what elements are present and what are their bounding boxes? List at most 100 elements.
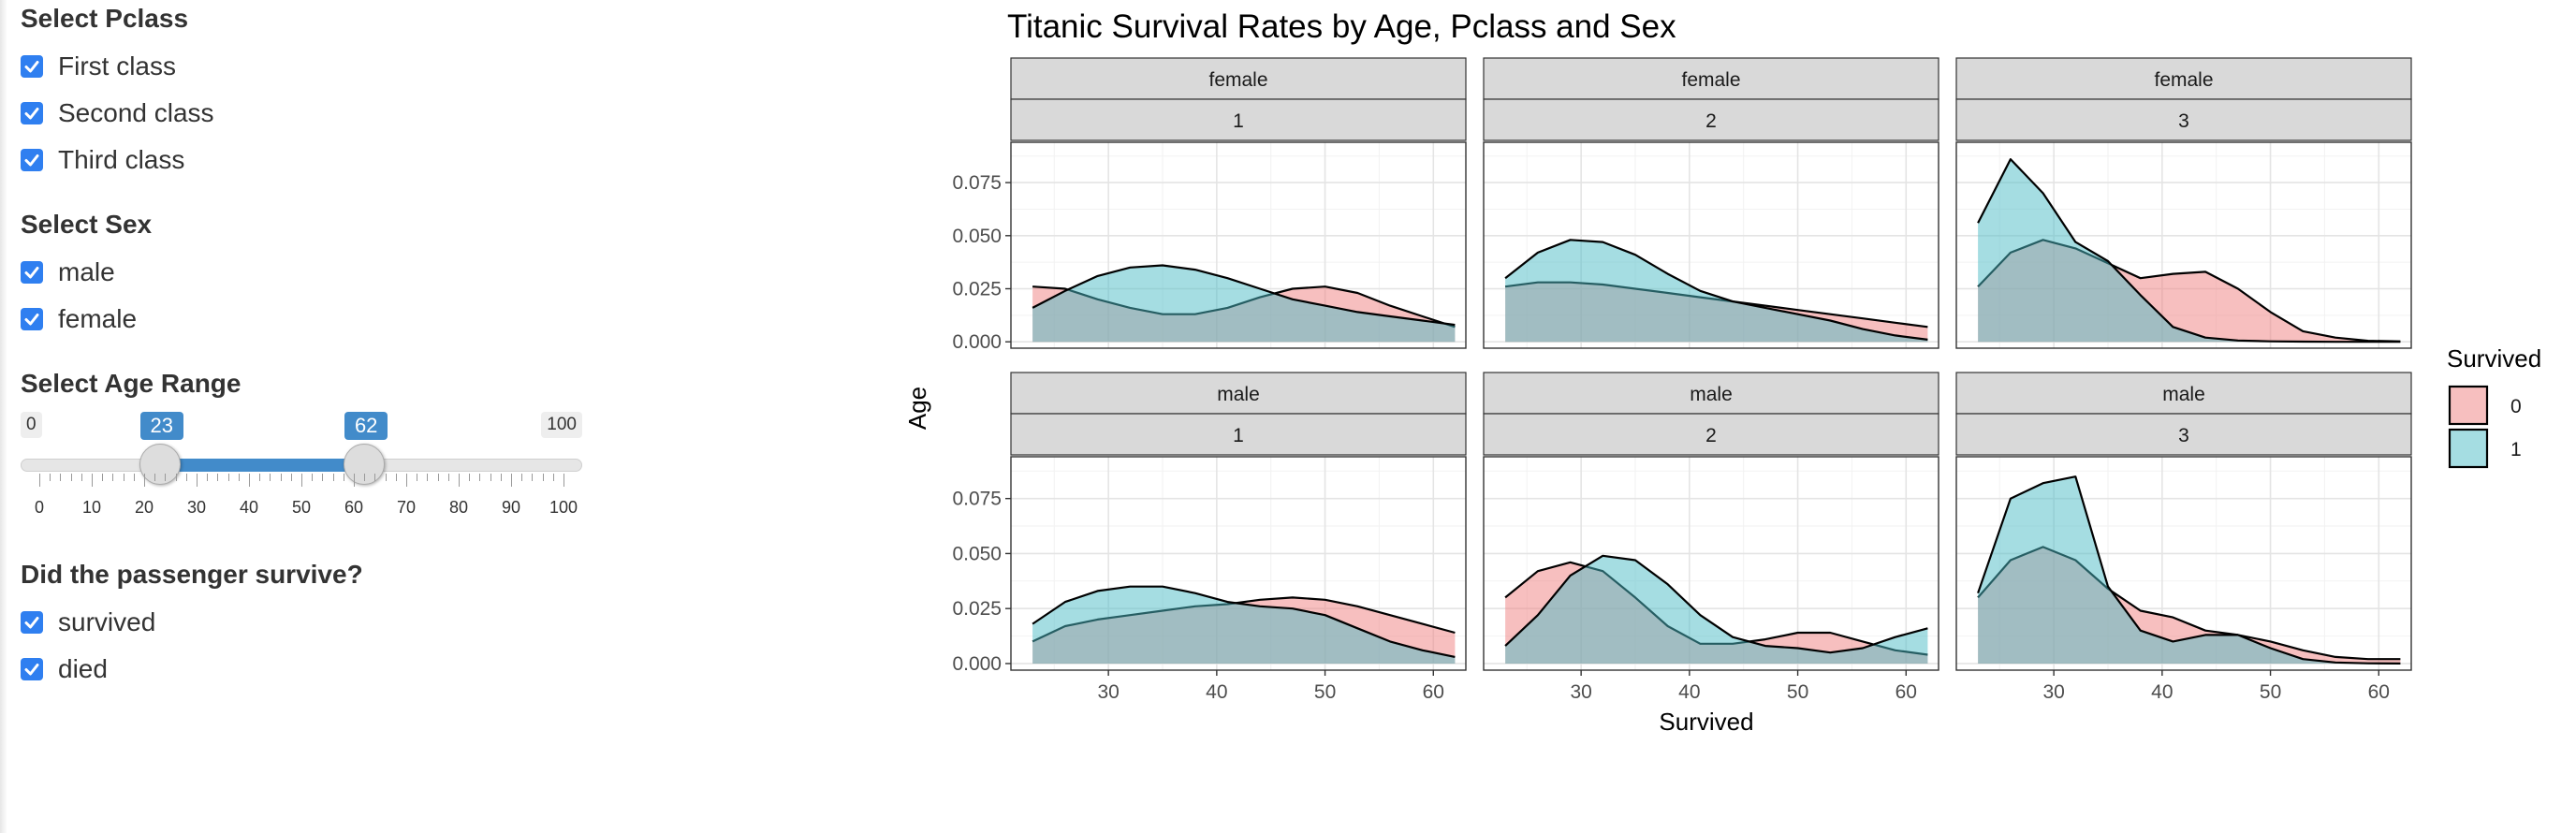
checkbox-checked-icon[interactable]: [21, 55, 43, 78]
facet-strip-pclass: [1955, 413, 2412, 456]
y-tick-label: 0.025: [952, 598, 1002, 620]
checkbox-label: male: [58, 257, 115, 286]
slider-to-label: 62: [344, 412, 388, 440]
slider-selected-range[interactable]: [159, 459, 365, 472]
checkbox-checked-icon[interactable]: [21, 261, 43, 284]
slider-tick: [154, 474, 156, 481]
survive-section-title: Did the passenger survive?: [21, 560, 363, 589]
x-tick-label: 30: [1570, 681, 1591, 703]
density-line-1: [1504, 554, 1928, 654]
density-line-1: [1504, 239, 1928, 341]
slider-handle-from[interactable]: [139, 444, 181, 485]
slider-tick: [511, 474, 512, 487]
panel-border: [1955, 456, 2412, 671]
slider-tick: [112, 474, 114, 481]
checkbox-checked-icon[interactable]: [21, 611, 43, 634]
panel-border: [1483, 456, 1939, 671]
density-area-1: [1978, 476, 2401, 664]
age-range-slider[interactable]: 0 100 23 62 0 10 20 30 40 50 60 70 80 90 100: [21, 408, 582, 520]
y-tick-label: 0.050: [952, 543, 1002, 564]
slider-tick: [92, 474, 93, 487]
x-tick-label: 60: [1895, 681, 1917, 703]
slider-tick: [542, 474, 544, 481]
y-tick-label: 0.075: [952, 489, 1002, 510]
checkbox-label: Third class: [58, 145, 185, 174]
checkbox-second-class[interactable]: Second class: [21, 97, 214, 129]
checkbox-female[interactable]: female: [21, 303, 137, 335]
density-area-1: [1032, 586, 1456, 664]
checkbox-checked-icon[interactable]: [21, 102, 43, 124]
slider-tick: [437, 474, 439, 481]
facet-strip-pclass-label: 1: [1233, 425, 1244, 446]
checkbox-label: First class: [58, 51, 176, 80]
slider-tick: [290, 474, 292, 481]
panel-border: [1955, 141, 2412, 349]
slider-tick: [312, 474, 314, 481]
legend-entry-label: 1: [2510, 439, 2522, 460]
density-area-1: [1978, 159, 2401, 343]
checkbox-male[interactable]: male: [21, 256, 115, 288]
checkbox-label: died: [58, 654, 108, 683]
x-tick-label: 40: [1678, 681, 1700, 703]
slider-tick: [144, 474, 145, 487]
panel-border: [1010, 141, 1467, 349]
checkbox-died[interactable]: died: [21, 653, 108, 685]
checkbox-third-class[interactable]: Third class: [21, 144, 184, 176]
legend-title: Survived: [2447, 344, 2541, 373]
slider-tick-label: 10: [81, 498, 102, 517]
sidebar: Select Pclass First class Second class T…: [0, 0, 655, 833]
density-area-1: [1032, 265, 1456, 343]
legend-entry-label: 0: [2510, 396, 2522, 417]
slider-tick: [322, 474, 324, 481]
facet-strip-sex: [1955, 372, 2412, 415]
density-area-1: [1505, 555, 1928, 664]
legend-key-1: [2448, 428, 2489, 469]
slider-tick: [197, 474, 198, 487]
density-line-1: [1977, 475, 2401, 665]
slider-tick: [238, 474, 240, 481]
x-tick-label: 60: [2368, 681, 2390, 703]
checkbox-label: female: [58, 304, 138, 333]
slider-tick: [259, 474, 261, 481]
slider-tick-label: 20: [134, 498, 154, 517]
checkbox-checked-icon[interactable]: [21, 658, 43, 680]
faceted-density-chart: Titanic Survival Rates by Age, Pclass an…: [903, 8, 2541, 736]
facet-strip-pclass-label: 2: [1705, 110, 1717, 132]
slider-tick: [39, 474, 40, 487]
slider-tick-label: 30: [186, 498, 207, 517]
slider-tick: [385, 474, 387, 481]
density-line-1: [1032, 264, 1456, 327]
facet-strip-sex-label: male: [1217, 384, 1260, 405]
facet-strip-pclass: [1010, 98, 1467, 141]
slider-tick: [552, 474, 554, 481]
facet-strip-pclass: [1955, 98, 2412, 141]
facet-strip-pclass-label: 2: [1705, 425, 1717, 446]
window-edge-shadow: [0, 0, 7, 833]
slider-tick: [479, 474, 481, 481]
x-tick-label: 40: [2151, 681, 2173, 703]
x-tick-label: 50: [2260, 681, 2281, 703]
slider-tick: [70, 474, 72, 481]
slider-tick-label: 50: [291, 498, 312, 517]
checkbox-first-class[interactable]: First class: [21, 51, 176, 82]
chart-title: Titanic Survival Rates by Age, Pclass an…: [1007, 8, 1676, 45]
x-tick-label: 30: [2042, 681, 2064, 703]
facet-strip-sex-label: male: [1690, 384, 1733, 405]
slider-tick: [185, 474, 187, 481]
slider-tick: [249, 474, 250, 487]
slider-tick-label: 60: [344, 498, 364, 517]
slider-tick: [165, 474, 167, 481]
slider-tick: [364, 474, 366, 481]
checkbox-checked-icon[interactable]: [21, 308, 43, 330]
checkbox-survived[interactable]: survived: [21, 606, 155, 638]
slider-tick: [217, 474, 219, 481]
slider-tick: [406, 474, 407, 487]
facet-strip-sex-label: female: [1208, 69, 1267, 91]
y-tick-label: 0.050: [952, 226, 1002, 247]
facet-strip-pclass-label: 3: [2178, 425, 2189, 446]
slider-tick: [490, 474, 491, 481]
age-section-title: Select Age Range: [21, 369, 242, 398]
checkbox-checked-icon[interactable]: [21, 149, 43, 171]
density-area-1: [1505, 240, 1928, 343]
slider-tick: [354, 474, 355, 487]
